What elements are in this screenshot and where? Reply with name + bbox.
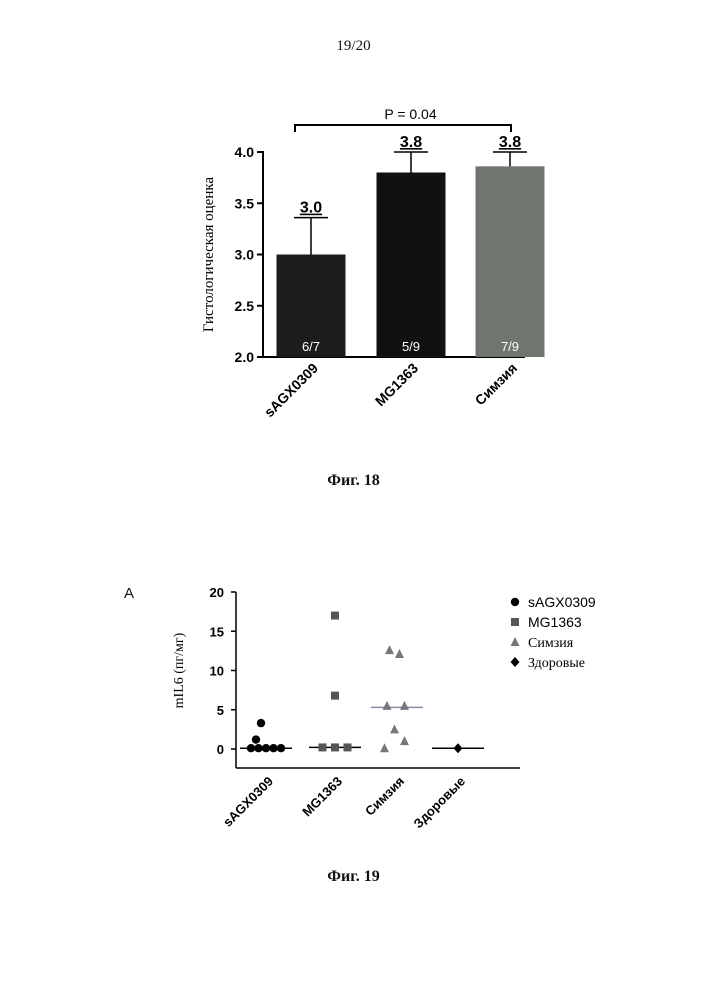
data-point	[454, 743, 463, 753]
scatter-chart-il6: 0 5 10 15 20 mIL6 (пг/мг) sAGX0309 MG1363 Симзия…	[0, 0, 707, 880]
data-point	[247, 744, 255, 752]
figure-19-caption: Фиг. 19	[0, 868, 707, 886]
data-point	[344, 743, 352, 751]
data-point	[269, 744, 277, 752]
legend-marker	[511, 657, 520, 667]
data-point	[331, 743, 339, 751]
data-point	[252, 735, 260, 743]
data-point	[400, 701, 409, 710]
legend-label: Здоровые	[528, 656, 585, 671]
data-point	[380, 743, 389, 752]
data-point	[319, 743, 327, 751]
y-tick-label: 10	[210, 664, 224, 679]
y-tick-label: 15	[210, 624, 224, 639]
x-tick-label: sAGX0309	[220, 774, 276, 830]
legend-marker	[511, 637, 520, 646]
data-point	[385, 645, 394, 654]
data-point	[383, 701, 392, 710]
y-tick-label: 5	[217, 703, 224, 718]
legend-label: Симзия	[528, 636, 574, 651]
data-point	[277, 744, 285, 752]
data-point	[400, 736, 409, 745]
data-point	[262, 744, 270, 752]
data-point	[395, 649, 404, 658]
data-point	[331, 692, 339, 700]
legend-marker	[511, 618, 519, 626]
y-tick-label: 0	[217, 742, 224, 757]
y-tick-label: 20	[210, 585, 224, 600]
y-axis-label: mIL6 (пг/мг)	[172, 632, 187, 708]
data-point	[254, 744, 262, 752]
data-point	[257, 719, 265, 727]
x-tick-label: MG1363	[299, 774, 345, 820]
x-tick-label: Симзия	[362, 774, 407, 819]
legend-marker	[511, 598, 519, 606]
x-tick-label: Здоровые	[410, 774, 468, 832]
legend-label: MG1363	[528, 614, 582, 630]
data-point	[390, 724, 399, 733]
data-point	[331, 612, 339, 620]
legend-label: sAGX0309	[528, 594, 596, 610]
